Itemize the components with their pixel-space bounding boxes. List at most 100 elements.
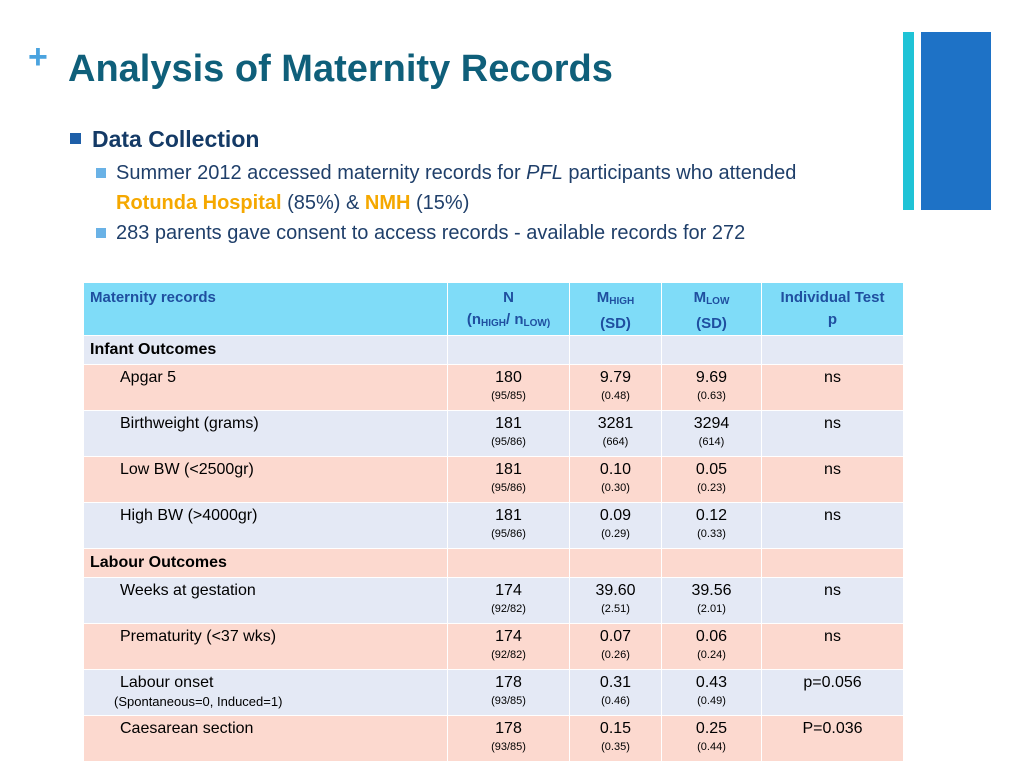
sd-value: (0.46): [601, 695, 630, 707]
mean-value: 3281: [597, 415, 634, 432]
cell-p: ns: [761, 502, 904, 549]
mean-value: 0.31: [599, 674, 632, 691]
table-row: Labour onset (Spontaneous=0, Induced=1) 1…: [83, 669, 904, 716]
mean-value: 0.15: [599, 720, 632, 737]
cell-n: 181 (95/86): [447, 410, 570, 457]
cell-m-high: 0.15 (0.35): [569, 715, 662, 762]
pfl-italic: PFL: [526, 162, 563, 184]
cell-p: p=0.056: [761, 669, 904, 716]
cell-n: 178 (93/85): [447, 715, 570, 762]
sub-bullet-consent: 283 parents gave consent to access recor…: [96, 218, 910, 248]
cell-p: P=0.036: [761, 715, 904, 762]
bullet-data-collection: Data Collection: [70, 124, 910, 154]
row-label-text: Low BW (<2500gr): [120, 461, 254, 478]
n-split: (95/86): [491, 436, 526, 448]
highlight-rotunda: Rotunda Hospital: [116, 192, 282, 214]
cell-p: ns: [761, 364, 904, 411]
n-split: (93/85): [491, 741, 526, 753]
cell-m-low: 0.43 (0.49): [661, 669, 762, 716]
header-m-high: MHIGH (SD): [569, 282, 662, 336]
cell-n: 174 (92/82): [447, 623, 570, 670]
text-part: (15%): [410, 192, 470, 214]
row-label-text: Weeks at gestation: [120, 582, 256, 599]
n-split: (92/82): [491, 649, 526, 661]
table-row: Birthweight (grams) 181 (95/86) 3281 (664)…: [83, 410, 904, 457]
section-row-infant: Infant Outcomes: [83, 335, 904, 365]
cell-m-high: 39.60 (2.51): [569, 577, 662, 624]
cell-m-high: 0.31 (0.46): [569, 669, 662, 716]
row-label-text: Labour onset: [120, 674, 214, 691]
row-label: Prematurity (<37 wks): [83, 623, 448, 670]
section-label: Infant Outcomes: [83, 335, 448, 365]
header-part: LOW: [706, 296, 730, 307]
square-bullet-icon: [96, 228, 106, 238]
mean-value: 39.60: [595, 582, 636, 599]
row-label-text: High BW (>4000gr): [120, 507, 258, 524]
header-part: Individual Test: [780, 289, 885, 306]
cell-m-high: 0.10 (0.30): [569, 456, 662, 503]
header-part: (SD): [600, 315, 631, 332]
cell-m-low: 0.25 (0.44): [661, 715, 762, 762]
mean-value: 0.10: [599, 461, 632, 478]
mean-value: 39.56: [691, 582, 732, 599]
mean-value: 9.69: [695, 369, 728, 386]
row-label: Caesarean section: [83, 715, 448, 762]
n-value: 174: [495, 582, 522, 599]
sub-bullet-records: Summer 2012 accessed maternity records f…: [96, 158, 910, 218]
empty-cell: [761, 335, 904, 365]
cell-m-low: 0.12 (0.33): [661, 502, 762, 549]
table-row: Prematurity (<37 wks) 174 (92/82) 0.07 (0.…: [83, 623, 904, 670]
bullet-text: Data Collection: [92, 126, 260, 152]
header-n-part: / n: [506, 311, 524, 328]
row-label-text: Birthweight (grams): [120, 415, 259, 432]
table-row: Caesarean section 178 (93/85) 0.15 (0.35) …: [83, 715, 904, 762]
header-maternity-records: Maternity records: [83, 282, 448, 336]
sd-value: (0.49): [697, 695, 726, 707]
cell-n: 181 (95/86): [447, 456, 570, 503]
cell-m-high: 0.09 (0.29): [569, 502, 662, 549]
cell-n: 178 (93/85): [447, 669, 570, 716]
row-label: Low BW (<2500gr): [83, 456, 448, 503]
mean-value: 3294: [693, 415, 730, 432]
text-part: (85%) &: [281, 192, 365, 214]
sd-value: (2.01): [697, 603, 726, 615]
sd-value: (0.48): [601, 390, 630, 402]
row-label: Birthweight (grams): [83, 410, 448, 457]
sd-value: (614): [698, 436, 725, 448]
sd-value: (0.30): [601, 482, 630, 494]
n-value: 181: [495, 461, 522, 478]
sd-value: (0.63): [697, 390, 726, 402]
cell-m-low: 39.56 (2.01): [661, 577, 762, 624]
slide-title: Analysis of Maternity Records: [68, 48, 613, 90]
header-n-part: HIGH: [481, 318, 506, 329]
table-row: Apgar 5 180 (95/85) 9.79 (0.48) 9.69 (0.63)…: [83, 364, 904, 411]
row-label-text: Caesarean section: [120, 720, 254, 737]
header-n-part: LOW): [523, 318, 551, 329]
header-n: N (nHIGH/ nLOW): [447, 282, 570, 336]
n-split: (93/85): [491, 695, 526, 707]
text-part: Summer 2012 accessed maternity records f…: [116, 162, 527, 184]
mean-value: 0.12: [695, 507, 728, 524]
sub-bullet-text: Summer 2012 accessed maternity records f…: [116, 158, 796, 218]
header-individual-test: Individual Test p: [761, 282, 904, 336]
cell-p: ns: [761, 623, 904, 670]
table-row: Weeks at gestation 174 (92/82) 39.60 (2.51…: [83, 577, 904, 624]
empty-cell: [447, 335, 570, 365]
table-header-row: Maternity records N (nHIGH/ nLOW) MHIGH (S…: [83, 282, 904, 336]
header-part: p: [827, 311, 838, 328]
empty-cell: [761, 548, 904, 578]
header-m-low: MLOW (SD): [661, 282, 762, 336]
empty-cell: [569, 335, 662, 365]
sd-value: (664): [602, 436, 629, 448]
row-label: High BW (>4000gr): [83, 502, 448, 549]
cell-m-high: 3281 (664): [569, 410, 662, 457]
row-label: Labour onset (Spontaneous=0, Induced=1): [83, 669, 448, 716]
n-value: 178: [495, 720, 522, 737]
mean-value: 0.43: [695, 674, 728, 691]
empty-cell: [447, 548, 570, 578]
table-row: Low BW (<2500gr) 181 (95/86) 0.10 (0.30) 0…: [83, 456, 904, 503]
text-part: participants who attended: [562, 162, 797, 184]
header-n-part: (n: [466, 311, 481, 328]
mean-value: 0.07: [599, 628, 632, 645]
row-label-text: Apgar 5: [120, 369, 177, 386]
